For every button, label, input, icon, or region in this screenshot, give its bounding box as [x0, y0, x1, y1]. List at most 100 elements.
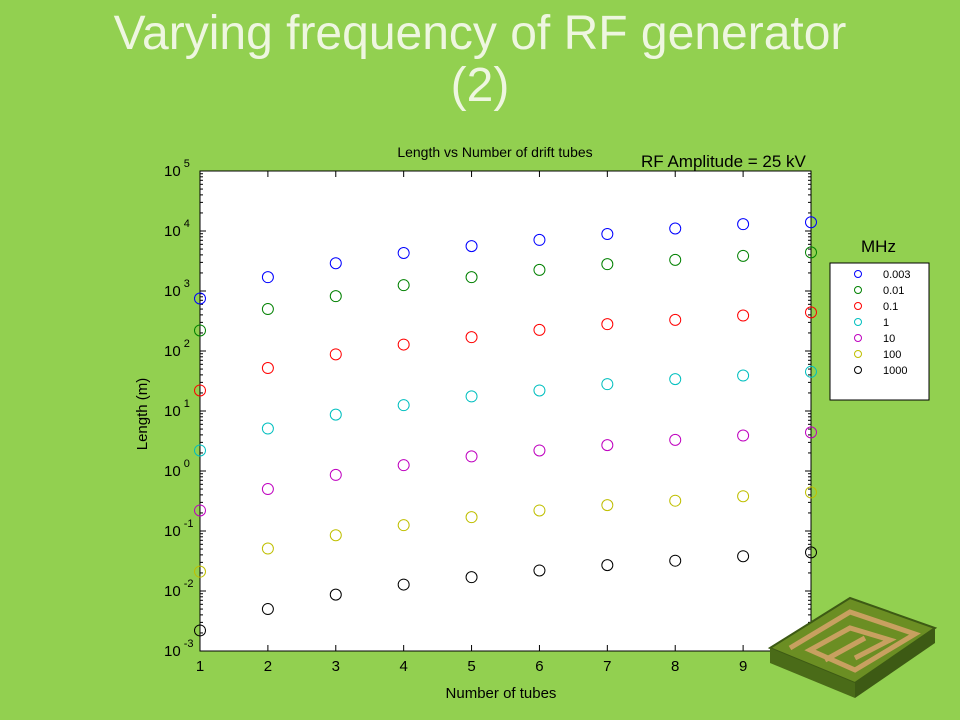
data-point-0_01: [601, 258, 614, 271]
y-tick-label: 10 -2: [164, 578, 194, 600]
x-tick-label: 3: [332, 658, 340, 675]
x-tick-label: 7: [603, 658, 611, 675]
data-point-100: [737, 490, 750, 503]
data-point-0_01: [397, 279, 410, 292]
x-tick-label: 2: [264, 658, 272, 675]
rf-amplitude-annotation: RF Amplitude = 25 kV: [641, 152, 807, 171]
maze-logo-icon: [767, 596, 938, 698]
data-point-0_003: [194, 292, 206, 305]
data-point-10: [194, 504, 206, 517]
data-point-10: [601, 439, 614, 452]
data-point-100: [465, 511, 478, 524]
data-point-0_01: [194, 324, 206, 337]
data-point-0_1: [261, 362, 274, 375]
data-point-1: [601, 378, 614, 391]
y-tick-label: 10 3: [164, 278, 190, 300]
data-point-1000: [805, 546, 817, 559]
data-point-0_1: [601, 318, 614, 331]
legend-label: 1000: [883, 365, 907, 377]
slide-title: Varying frequency of RF generator (2): [0, 8, 960, 112]
legend-label: 0.003: [883, 269, 911, 281]
x-tick-label: 6: [535, 658, 543, 675]
data-point-0_01: [669, 253, 682, 266]
data-point-10: [261, 483, 274, 496]
x-axis-label: Number of tubes: [446, 685, 557, 702]
legend-marker: [854, 350, 862, 358]
x-tick-label: 8: [671, 658, 679, 675]
data-point-100: [669, 494, 682, 507]
data-point-1000: [601, 559, 614, 572]
data-point-0_1: [533, 323, 546, 336]
data-point-1000: [669, 554, 682, 567]
data-point-0_1: [737, 309, 750, 322]
data-point-10: [533, 444, 546, 457]
data-point-1: [397, 399, 410, 412]
legend-label: 1: [883, 317, 889, 329]
data-point-10: [669, 433, 682, 446]
data-point-0_003: [329, 257, 342, 270]
legend-box: [829, 262, 930, 401]
data-point-1: [669, 373, 682, 386]
data-point-1000: [737, 550, 750, 563]
y-tick-label: 10 2: [164, 338, 190, 360]
legend-marker: [854, 270, 862, 278]
data-point-100: [397, 519, 410, 532]
data-point-100: [601, 499, 614, 512]
data-point-0_003: [669, 222, 682, 235]
data-point-0_01: [261, 303, 274, 316]
data-point-0_003: [601, 228, 614, 241]
data-point-100: [533, 504, 546, 517]
data-point-0_1: [397, 338, 410, 351]
data-point-1000: [329, 588, 342, 601]
data-point-0_1: [194, 384, 206, 397]
legend-label: 10: [883, 333, 895, 345]
data-point-0_1: [805, 306, 817, 319]
data-point-0_003: [397, 246, 410, 259]
data-point-1000: [533, 564, 546, 577]
data-point-0_01: [465, 271, 478, 284]
chart-title: Length vs Number of drift tubes: [397, 144, 592, 160]
y-tick-label: 10 0: [164, 458, 190, 480]
y-axis-label: Length (m): [134, 378, 151, 451]
data-point-0_1: [669, 313, 682, 326]
data-point-1: [737, 369, 750, 382]
data-point-1: [329, 408, 342, 421]
legend: 0.003 0.01 0.1 1 10 100 1000: [829, 262, 930, 401]
slide-title-line1: Varying frequency of RF generator: [113, 7, 847, 60]
x-tick-label: 4: [399, 658, 407, 675]
x-tick-label: 5: [467, 658, 475, 675]
data-point-10: [329, 468, 342, 481]
data-point-100: [805, 486, 817, 499]
data-point-0_01: [533, 263, 546, 276]
slide-title-line2: (2): [450, 59, 510, 112]
data-point-10: [397, 459, 410, 472]
data-point-10: [805, 426, 817, 439]
legend-marker: [854, 302, 862, 310]
data-point-0_1: [329, 348, 342, 361]
legend-label: 0.01: [883, 285, 904, 297]
data-point-1000: [397, 578, 410, 591]
data-point-0_01: [737, 249, 750, 262]
x-tick-label: 1: [196, 658, 204, 675]
data-point-0_003: [805, 216, 817, 229]
legend-label: 100: [883, 349, 901, 361]
data-point-1: [261, 422, 274, 435]
legend-title: MHz: [861, 237, 896, 256]
legend-marker: [854, 366, 862, 374]
data-point-0_003: [465, 240, 478, 253]
plot-area: [199, 170, 812, 652]
data-point-0_003: [261, 271, 274, 284]
data-point-0_01: [329, 290, 342, 303]
data-point-1000: [465, 571, 478, 584]
data-point-0_003: [533, 233, 546, 246]
y-tick-label: 10 1: [164, 398, 190, 420]
data-point-1: [465, 390, 478, 403]
data-points: [194, 216, 817, 637]
data-point-1000: [194, 624, 206, 637]
y-tick-label: 10 5: [164, 158, 190, 180]
data-point-1: [533, 384, 546, 397]
data-point-10: [737, 429, 750, 442]
data-point-0_01: [805, 246, 817, 259]
y-tick-label: 10 -1: [164, 518, 194, 540]
